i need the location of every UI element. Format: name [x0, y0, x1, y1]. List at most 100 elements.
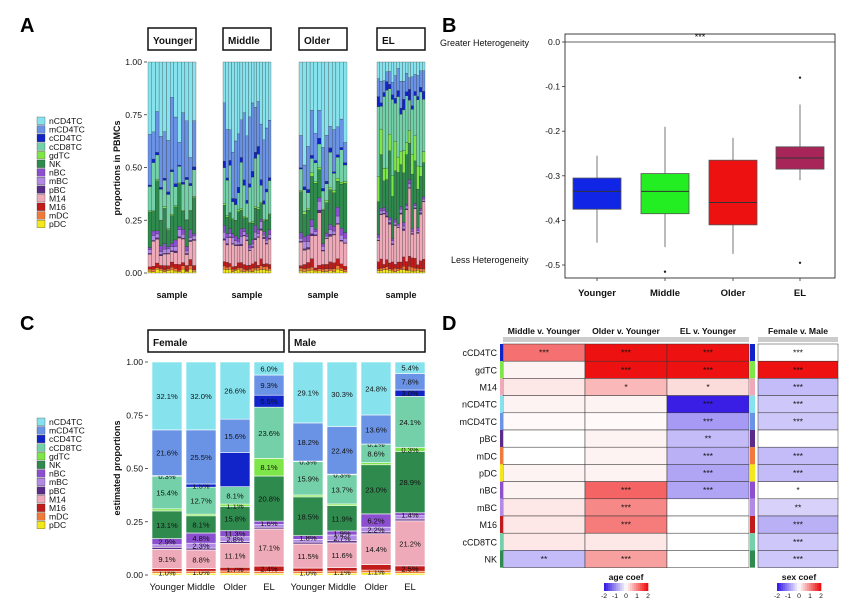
bar-a-segment-cCD8TC	[234, 204, 238, 221]
legend-age-swatch	[624, 583, 627, 591]
bar-a-segment-cCD4TC	[317, 138, 322, 145]
heatmap-left-stripe-gdTC	[500, 361, 503, 379]
heatmap-left-stripe-M16	[500, 516, 503, 534]
bar-a-segment-gdTC	[225, 215, 229, 218]
heatmap-cell-sex	[757, 550, 839, 568]
bar-a-segment-M16	[382, 264, 386, 268]
bar-a-segment-cCD8TC	[147, 186, 152, 211]
bar-a-segment-mDC	[239, 267, 243, 272]
bar-a-segment-NK	[422, 162, 426, 197]
bar-a-segment-M16	[262, 263, 266, 268]
bar-a-segment-cCD4TC	[390, 94, 395, 100]
bar-a-segment-NK	[242, 217, 246, 229]
facet-strip-label-a: Middle	[228, 36, 260, 47]
facet-strip-a	[298, 27, 348, 51]
axis-b-ytick: -0.1	[545, 82, 560, 92]
bar-a-segment-mCD4TC	[188, 157, 193, 184]
bar-a-segment-nBC	[405, 203, 409, 207]
bar-a-segment-cCD4TC	[324, 181, 329, 184]
bar-a-segment-cCD4TC	[158, 187, 163, 190]
bar-a-segment-mDC	[173, 268, 178, 272]
bar-a-segment-NK	[317, 169, 322, 198]
bar-a-segment-NK	[339, 183, 344, 229]
legend-a-label-mBC: mBC	[49, 176, 68, 186]
bar-c-segment-cCD8TC	[292, 461, 324, 496]
bar-a-segment-cCD8TC	[413, 95, 417, 136]
legend-age-swatch	[630, 583, 633, 591]
bar-c-segment-cCD4TC	[219, 452, 251, 487]
bar-a-segment-cCD4TC	[231, 198, 235, 202]
bar-a-segment-mBC	[309, 226, 314, 234]
bar-a-segment-M16	[239, 262, 243, 268]
bar-a-segment-NK	[379, 154, 383, 209]
bar-a-segment-pDC	[192, 271, 197, 274]
bar-a-segment-M14	[262, 238, 266, 265]
bar-a-segment-nBC	[407, 179, 412, 185]
bar-a-segment-M16	[332, 262, 337, 269]
legend-a-label-NK: NK	[49, 159, 61, 169]
bar-a-segment-cCD8TC	[328, 152, 333, 188]
bar-a-segment-mDC	[317, 268, 322, 272]
bar-a-segment-mCD4TC	[321, 147, 325, 189]
bar-a-segment-mDC	[399, 268, 403, 270]
bar-a-segment-M16	[385, 259, 389, 267]
heatmap-left-stripe-nBC	[500, 481, 503, 499]
bar-c-segment-M14	[326, 542, 358, 568]
bar-a-segment-NK	[309, 176, 314, 220]
bar-a-segment-nBC	[388, 217, 392, 221]
legend-c-key-cCD4TC	[36, 435, 46, 443]
bar-a-segment-NK	[399, 164, 403, 207]
bar-a-segment-nCD4TC	[396, 61, 400, 69]
axis-b-xtick: Younger	[578, 288, 616, 299]
bar-a-segment-pDC	[265, 270, 269, 274]
legend-sex-title: sex coef	[782, 572, 817, 582]
bar-a-segment-mCD4TC	[147, 134, 152, 186]
bar-c-label-mCD4TC: 15.6%	[224, 432, 246, 441]
bar-a-segment-gdTC	[253, 206, 258, 209]
bar-c-segment-M16	[185, 568, 217, 572]
bar-a-segment-gdTC	[396, 156, 400, 173]
bar-a-segment-pBC	[410, 233, 414, 235]
bar-a-segment-cCD4TC	[382, 92, 386, 97]
bar-c-label-gdTC: 1.1%	[226, 501, 244, 510]
bar-a-segment-M16	[416, 264, 420, 269]
bar-a-segment-M16	[151, 266, 156, 270]
bar-c-label-cCD8TC: 13.7%	[331, 485, 353, 494]
bar-a-segment-M14	[166, 253, 171, 266]
bar-a-segment-mDC	[324, 268, 329, 272]
bar-c-segment-NK	[360, 464, 392, 515]
bar-a-segment-cCD4TC	[379, 102, 383, 107]
bar-a-segment-pDC	[151, 271, 156, 274]
bar-c-label-cCD4TC: 0.1%	[367, 440, 385, 449]
bar-a-segment-mBC	[419, 210, 423, 213]
axis-c-xtick: Younger	[149, 582, 184, 593]
bar-a-segment-pDC	[173, 270, 178, 274]
legend-age-swatch	[640, 583, 643, 591]
bar-a-segment-mBC	[396, 225, 400, 228]
bar-a-segment-cCD8TC	[313, 162, 318, 182]
heatmap-cell-age	[666, 498, 750, 517]
bar-a-segment-gdTC	[306, 208, 311, 211]
bar-a-segment-pDC	[259, 269, 263, 274]
bar-a-segment-nCD4TC	[393, 61, 397, 76]
heatmap-left-stripe-mCD4TC	[500, 412, 503, 430]
legend-c-label-pDC: pDC	[49, 520, 66, 530]
bar-a-segment-mCD4TC	[228, 129, 232, 161]
bar-a-segment-pBC	[239, 244, 243, 246]
bar-a-segment-M16	[192, 265, 197, 270]
heatmap-star-age: ***	[703, 451, 714, 461]
bar-a-segment-nBC	[162, 243, 167, 250]
bar-a-segment-nBC	[379, 208, 383, 212]
bar-a-segment-NK	[268, 214, 272, 230]
bar-a-segment-pBC	[173, 250, 178, 253]
bar-c-segment-cCD8TC	[151, 475, 183, 510]
bar-a-segment-M16	[170, 261, 174, 268]
heatmap-star-sex: ***	[793, 399, 804, 409]
box-b-Older	[708, 159, 758, 226]
bar-a-segment-cCD8TC	[309, 158, 314, 173]
bar-a-segment-M16	[402, 256, 406, 267]
bar-a-segment-mDC	[309, 267, 314, 271]
bar-a-segment-gdTC	[166, 228, 171, 230]
bar-a-segment-mDC	[236, 267, 241, 270]
bar-a-segment-mBC	[231, 237, 235, 244]
